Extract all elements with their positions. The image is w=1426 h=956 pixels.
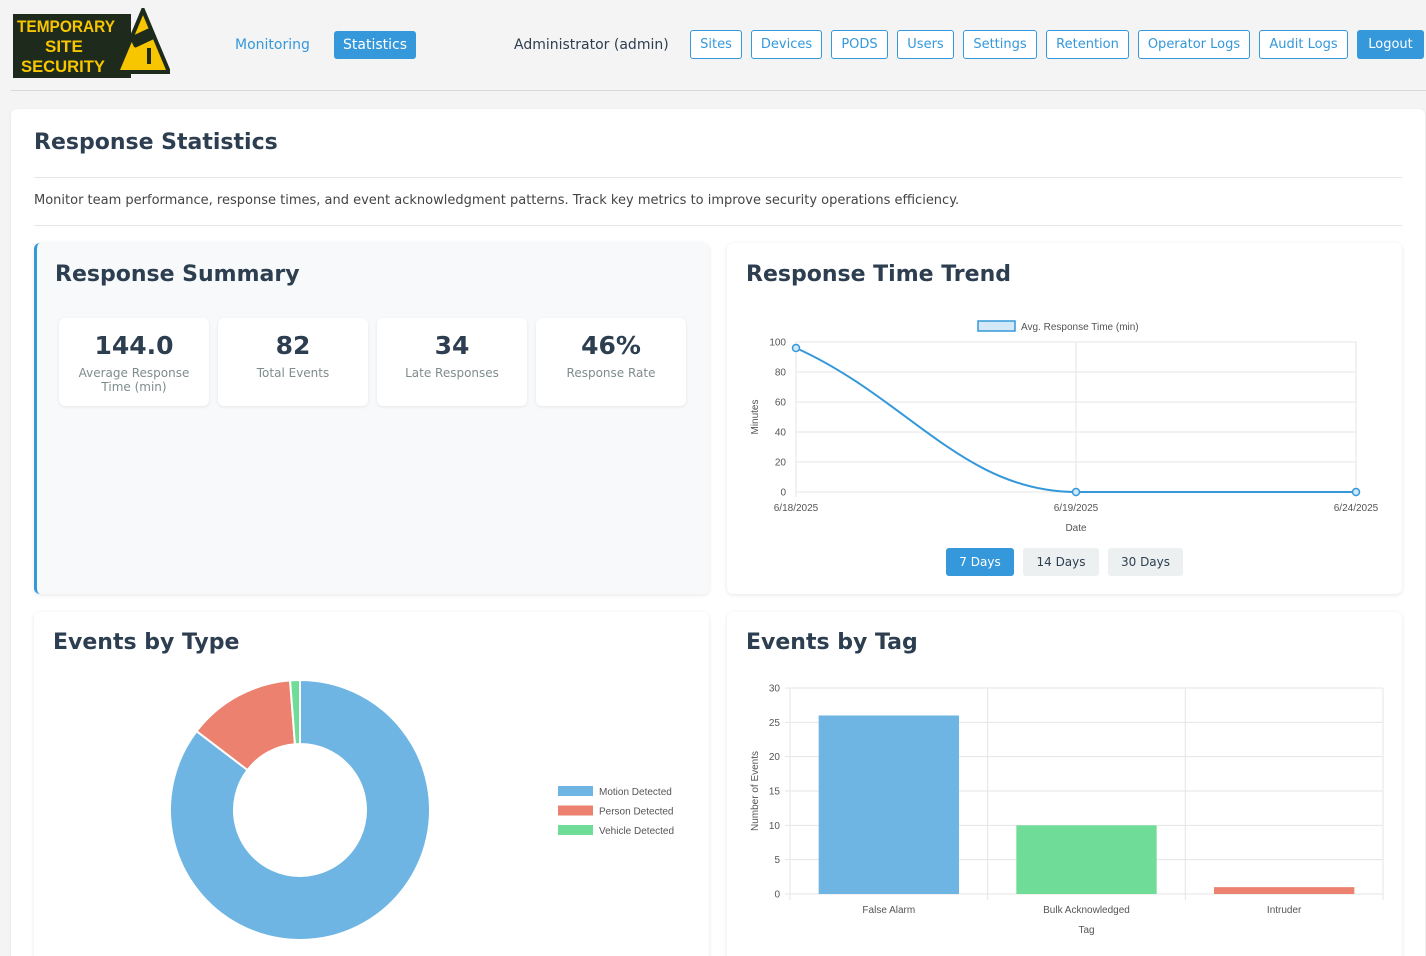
data-point [1071, 487, 1081, 497]
retention-button[interactable]: Retention [1046, 30, 1129, 59]
y-tick-label: 60 [775, 398, 787, 409]
stat-label: Average Response Time (min) [78, 366, 190, 394]
stat-label: Response Rate [566, 366, 656, 380]
events-by-type-title: Events by Type [53, 630, 240, 655]
legend-swatch [558, 825, 593, 835]
response-trend-chart: Avg. Response Time (min) 0 20 40 60 80 100 6/18… [750, 320, 1379, 534]
x-tick-label: Bulk Acknowledged [1043, 905, 1130, 916]
events-by-tag-title: Events by Tag [746, 630, 918, 655]
logo-text-line-3: SECURITY [21, 57, 106, 76]
y-tick-label: 100 [769, 338, 786, 349]
legend-swatch [977, 320, 1016, 332]
response-trend-title: Response Time Trend [746, 262, 1011, 287]
y-axis-title: Number of Events [750, 751, 761, 831]
top-header: TEMPORARY SITE SECURITY Monitoring Stati… [0, 0, 1426, 91]
stat-label: Total Events [256, 366, 330, 380]
stat-value: 144.0 [94, 331, 174, 360]
y-tick-label: 80 [775, 368, 787, 379]
settings-button[interactable]: Settings [963, 30, 1037, 59]
legend-label: Avg. Response Time (min) [1021, 322, 1139, 333]
x-tick-label: 6/24/2025 [1334, 503, 1379, 514]
range-30-days-button[interactable]: 30 Days [1108, 548, 1183, 576]
stat-card-total-events: 82 Total Events [218, 318, 368, 406]
company-logo[interactable]: TEMPORARY SITE SECURITY [13, 8, 170, 80]
y-tick-label: 40 [775, 428, 787, 439]
events-by-tag-chart: 0 5 10 15 20 25 30 False Alarm Bulk Acknowledged… [750, 684, 1384, 936]
x-tick-label: False Alarm [862, 905, 915, 916]
page-description: Monitor team performance, response times… [34, 193, 960, 208]
y-tick-label: 20 [769, 752, 781, 763]
stat-card-response-rate: 46% Response Rate [536, 318, 686, 406]
legend-label: Vehicle Detected [599, 826, 674, 837]
bar [818, 715, 960, 894]
y-tick-label: 10 [769, 821, 781, 832]
y-tick-label: 30 [769, 684, 781, 695]
stat-value: 46% [581, 331, 641, 360]
response-trend-panel [727, 243, 1402, 594]
logout-button[interactable]: Logout [1357, 30, 1424, 59]
y-tick-label: 15 [769, 787, 781, 798]
camera-icon [130, 28, 154, 64]
events-by-type-chart: Motion Detected Person Detected Vehicle De… [169, 678, 674, 941]
y-tick-label: 25 [769, 718, 781, 729]
logo-text-line-2: SITE [45, 37, 83, 56]
response-summary-panel [34, 243, 709, 594]
stat-value: 82 [275, 331, 311, 360]
stat-label: Late Responses [405, 366, 499, 380]
y-axis-title: Minutes [750, 399, 761, 434]
bar [1213, 887, 1355, 894]
data-point [791, 343, 801, 353]
stat-value: 34 [434, 331, 470, 360]
title-divider [34, 177, 1402, 178]
logo-text-line-1: TEMPORARY [17, 17, 116, 36]
legend-swatch [558, 786, 593, 796]
bar [1016, 825, 1157, 894]
data-point [1351, 487, 1361, 497]
x-tick-label: 6/19/2025 [1054, 503, 1099, 514]
pods-button[interactable]: PODS [831, 30, 888, 59]
x-tick-label: 6/18/2025 [774, 503, 819, 514]
legend-swatch [558, 805, 593, 816]
audit-logs-button[interactable]: Audit Logs [1259, 30, 1348, 59]
nav-statistics[interactable]: Statistics [334, 31, 416, 59]
logo-background [13, 14, 131, 78]
y-tick-label: 0 [774, 890, 780, 901]
pie-slice [288, 678, 301, 746]
description-divider [34, 225, 1402, 226]
stat-card-avg-response: 144.0 Average Response Time (min) [59, 318, 209, 406]
users-button[interactable]: Users [897, 30, 954, 59]
legend-label: Person Detected [599, 807, 674, 818]
operator-logs-button[interactable]: Operator Logs [1138, 30, 1250, 59]
y-tick-label: 5 [774, 855, 780, 866]
range-14-days-button[interactable]: 14 Days [1023, 548, 1099, 576]
x-tick-label: Intruder [1267, 905, 1302, 916]
stat-card-late-responses: 34 Late Responses [377, 318, 527, 406]
y-tick-label: 20 [775, 458, 787, 469]
x-axis-title: Date [1065, 523, 1087, 534]
devices-button[interactable]: Devices [751, 30, 822, 59]
legend-label: Motion Detected [599, 787, 672, 798]
pie-slice [169, 678, 431, 941]
header-divider [11, 90, 1426, 91]
nav-monitoring[interactable]: Monitoring [235, 37, 310, 53]
page-title: Response Statistics [34, 130, 278, 155]
range-7-days-button[interactable]: 7 Days [946, 548, 1014, 576]
current-user-label: Administrator (admin) [514, 37, 669, 53]
y-tick-label: 0 [780, 488, 786, 499]
response-summary-title: Response Summary [55, 262, 300, 287]
sites-button[interactable]: Sites [690, 30, 742, 59]
x-axis-title: Tag [1078, 925, 1094, 936]
